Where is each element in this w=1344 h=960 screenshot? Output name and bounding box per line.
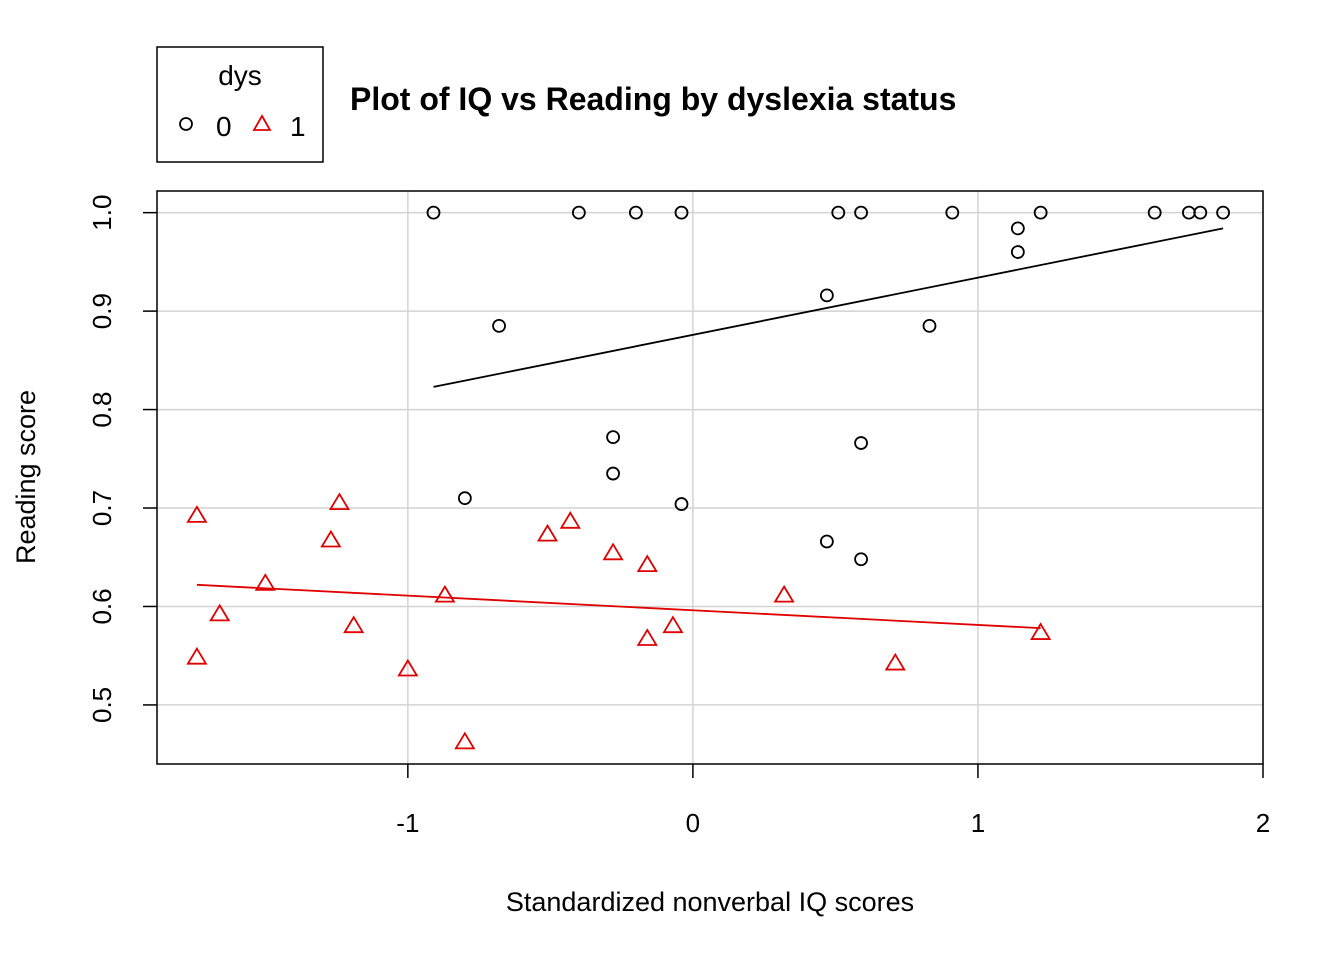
plot-frame <box>156 190 1264 765</box>
point-triangle-series-1 <box>186 646 208 665</box>
point-triangle-series-1 <box>343 615 365 634</box>
point-circle-series-0 <box>674 205 689 220</box>
x-tick-label: 2 <box>1256 808 1270 838</box>
point-circle-series-0 <box>426 205 441 220</box>
point-triangle-series-1 <box>662 615 684 634</box>
point-circle-series-0 <box>819 534 834 549</box>
point-triangle-series-1 <box>636 628 658 646</box>
legend-entry-1-label: 1 <box>290 111 306 142</box>
point-circle-series-0 <box>1147 205 1162 220</box>
fit-line-series-1 <box>196 583 1041 630</box>
point-circle-series-0 <box>922 318 937 333</box>
point-triangle-series-1 <box>320 529 342 548</box>
x-tick-label: -1 <box>396 808 419 838</box>
y-tick-label: 0.8 <box>87 391 117 427</box>
legend: dys 0 1 <box>156 46 324 163</box>
chart-title: Plot of IQ vs Reading by dyslexia status <box>350 81 956 117</box>
point-circle-series-0 <box>1010 245 1025 259</box>
point-circle-series-0 <box>1010 221 1025 236</box>
point-circle-series-0 <box>606 430 620 445</box>
point-circle-series-0 <box>1033 205 1048 220</box>
point-triangle-series-1 <box>254 573 276 591</box>
y-tick-label: 0.5 <box>87 687 117 723</box>
point-circle-series-0 <box>674 497 689 511</box>
x-axis: -1 0 1 2 <box>396 764 1270 838</box>
legend-title: dys <box>218 60 262 91</box>
legend-box <box>156 46 324 163</box>
point-triangle-series-1 <box>636 554 658 573</box>
point-triangle-series-1 <box>773 584 795 603</box>
fit-line-series-0 <box>433 227 1224 388</box>
point-circle-series-0 <box>1216 205 1230 220</box>
point-triangle-series-1 <box>209 603 231 622</box>
x-tick-label: 0 <box>686 808 700 838</box>
point-circle-series-0 <box>854 205 868 220</box>
point-circle-series-0 <box>945 205 960 220</box>
point-triangle-series-1 <box>186 505 208 523</box>
point-circle-series-0 <box>628 205 643 220</box>
data-points <box>186 205 1230 750</box>
y-tick-label: 0.9 <box>87 293 117 329</box>
point-circle-series-0 <box>831 205 846 220</box>
point-circle-series-0 <box>492 318 506 333</box>
legend-entry-0-label: 0 <box>216 111 232 142</box>
x-axis-title: Standardized nonverbal IQ scores <box>506 887 914 917</box>
grid-lines <box>157 191 1264 764</box>
y-tick-label: 1.0 <box>87 195 117 231</box>
y-axis-title: Reading score <box>11 390 41 564</box>
point-triangle-series-1 <box>602 542 624 561</box>
legend-circle-marker <box>179 117 193 131</box>
legend-triangle-marker <box>252 114 272 131</box>
fit-lines <box>196 227 1224 630</box>
point-triangle-series-1 <box>559 511 581 529</box>
point-circle-series-0 <box>606 466 620 481</box>
point-triangle-series-1 <box>1030 622 1052 640</box>
point-triangle-series-1 <box>397 658 419 677</box>
point-circle-series-0 <box>854 436 868 450</box>
y-axis: 0.5 0.6 0.7 0.8 0.9 1.0 <box>87 195 157 723</box>
point-circle-series-0 <box>457 491 472 506</box>
point-circle-series-0 <box>571 205 586 220</box>
point-triangle-series-1 <box>884 652 906 671</box>
point-triangle-series-1 <box>328 492 351 510</box>
x-tick-label: 1 <box>971 808 985 838</box>
y-tick-label: 0.7 <box>87 490 117 526</box>
point-triangle-series-1 <box>454 731 476 750</box>
point-triangle-series-1 <box>434 584 456 603</box>
point-circle-series-0 <box>819 288 834 303</box>
point-circle-series-0 <box>1193 205 1208 220</box>
y-tick-label: 0.6 <box>87 588 117 624</box>
point-circle-series-0 <box>854 552 868 567</box>
point-triangle-series-1 <box>536 523 559 542</box>
